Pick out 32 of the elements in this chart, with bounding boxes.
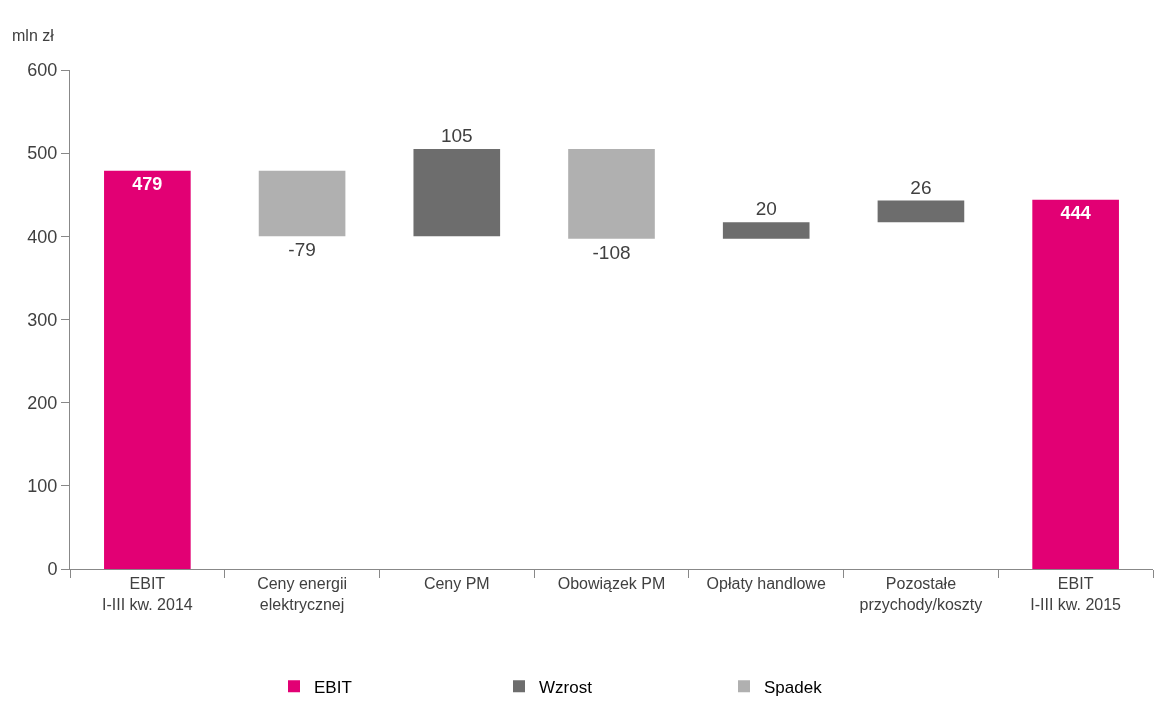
x-tick-label: EBIT I-III kw. 2015	[1030, 575, 1122, 613]
legend-label: Wzrost	[539, 677, 593, 697]
x-tick-label: Obowiązek PM	[557, 575, 666, 593]
x-tick-label: Ceny PM	[423, 575, 490, 593]
bar	[722, 222, 810, 239]
y-axis-title: mln zł	[12, 27, 55, 44]
x-tick-label: Ceny energii elektrycznej	[257, 575, 347, 613]
x-tick-label: EBIT I-III kw. 2014	[102, 575, 193, 613]
bar	[104, 170, 191, 569]
y-tick-label: 200	[27, 392, 58, 413]
data-label: -108	[592, 241, 631, 263]
data-label: -79	[288, 239, 316, 261]
y-tick-label: 300	[27, 309, 58, 330]
bar	[877, 200, 965, 223]
data-label: 479	[132, 173, 163, 194]
legend-label: Spadek	[764, 677, 823, 697]
bar	[258, 170, 346, 237]
x-tick-label: Opłaty handlowe	[706, 575, 826, 593]
legend-label: EBIT	[314, 677, 352, 697]
data-label: 20	[755, 198, 777, 220]
data-label: 105	[440, 125, 473, 147]
bar	[1032, 199, 1119, 569]
y-tick-label: 400	[27, 226, 58, 247]
x-tick-label: Pozostałe przychody/koszty	[859, 575, 983, 613]
bar	[568, 149, 655, 239]
y-tick-label: 500	[27, 143, 58, 164]
data-label: 444	[1060, 202, 1091, 223]
data-label: 26	[910, 176, 932, 198]
y-tick-label: 600	[27, 60, 58, 81]
bar	[413, 149, 501, 237]
y-tick-label: 100	[27, 476, 58, 497]
y-tick-label: 0	[47, 559, 58, 580]
